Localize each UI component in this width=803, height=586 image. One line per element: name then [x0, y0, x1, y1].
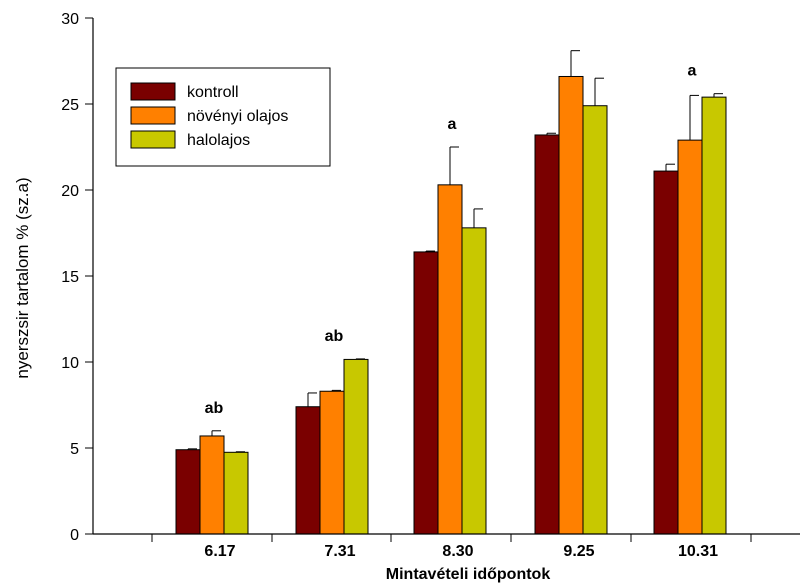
significance-label: ab	[325, 328, 344, 345]
plot-area: ab ab a a	[175, 50, 727, 535]
legend-swatch	[130, 82, 176, 101]
bar	[653, 170, 679, 535]
bar	[199, 435, 225, 535]
bar	[319, 390, 345, 535]
x-axis-title: Mintavételi időpontok	[386, 566, 551, 583]
legend-label: halolajos	[187, 132, 250, 149]
y-tick-label: 10	[61, 355, 79, 372]
bar	[461, 227, 487, 535]
significance-label: a	[448, 116, 457, 133]
bar	[343, 358, 369, 535]
y-axis-title: nyerszsir tartalom % (sz.a)	[13, 177, 32, 378]
x-tick-label: 9.25	[563, 543, 594, 560]
y-tick-label: 25	[61, 97, 79, 114]
bar	[223, 451, 249, 535]
bar	[437, 184, 463, 535]
x-tick-label: 7.31	[324, 543, 355, 560]
y-tick-label: 15	[61, 269, 79, 286]
y-tick-label: 30	[61, 11, 79, 28]
axes: 6.17 7.31 8.30 9.25 10.31 0 5 10 15 20 25 30	[61, 11, 800, 560]
significance-label: a	[688, 63, 697, 80]
bar	[582, 105, 608, 535]
x-tick-label: 6.17	[204, 543, 235, 560]
legend-label: növényi olajos	[187, 108, 288, 125]
significance-label: ab	[205, 400, 224, 417]
bar	[558, 75, 584, 535]
bar	[175, 449, 201, 535]
x-tick-label: 8.30	[442, 543, 473, 560]
legend-label: kontroll	[187, 84, 239, 101]
legend: kontroll növényi olajos halolajos	[115, 67, 331, 167]
legend-swatch	[130, 106, 176, 125]
y-tick-label: 20	[61, 183, 79, 200]
bar	[295, 406, 321, 535]
y-tick-label: 5	[70, 441, 79, 458]
bar	[534, 134, 560, 535]
x-tick-label: 10.31	[678, 543, 718, 560]
y-tick-label: 0	[70, 527, 79, 544]
bar	[701, 96, 727, 535]
legend-swatch	[130, 130, 176, 149]
bar	[413, 251, 439, 535]
bar	[677, 139, 703, 535]
